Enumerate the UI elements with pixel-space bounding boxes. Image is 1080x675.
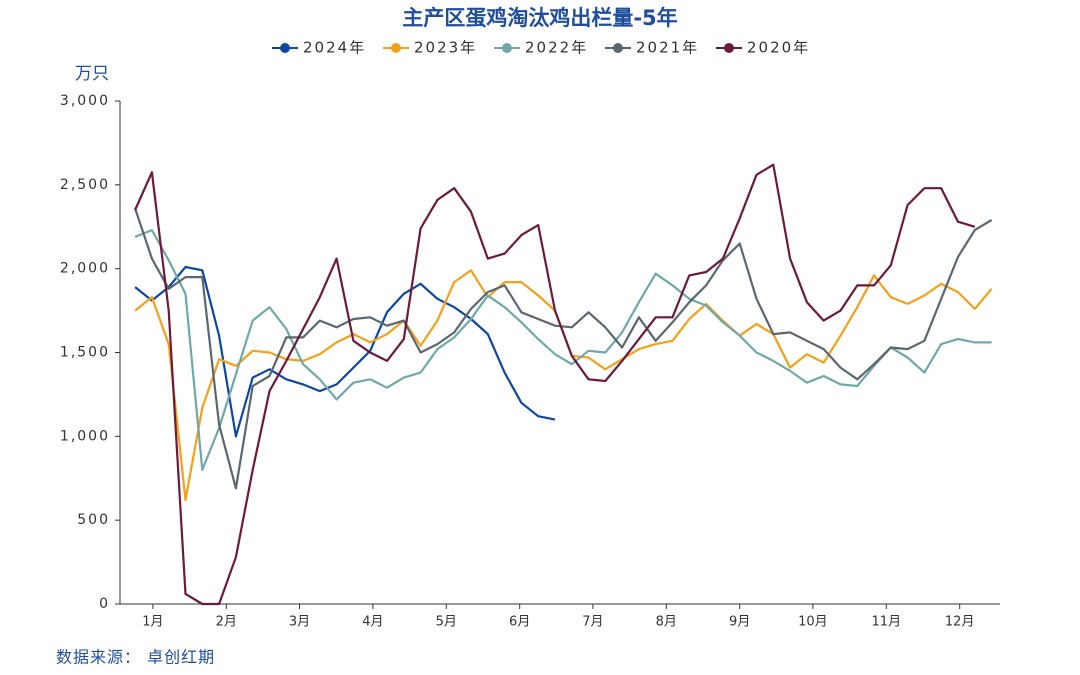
x-tick-label: 9月 <box>729 615 750 630</box>
y-tick-label: 2,500 <box>60 177 110 193</box>
legend-label: 2023年 <box>414 39 477 57</box>
x-tick-label: 10月 <box>798 615 828 630</box>
series-line <box>134 163 976 606</box>
legend-marker <box>724 43 734 53</box>
y-tick-label: 3,000 <box>60 93 110 109</box>
legend-marker <box>502 43 512 53</box>
chart-title: 主产区蛋鸡淘汰鸡出栏量-5年 <box>402 6 677 30</box>
legend-label: 2024年 <box>303 39 366 57</box>
legend-marker <box>280 43 290 53</box>
series-line <box>134 265 556 438</box>
x-tick-label: 7月 <box>582 615 603 630</box>
series-line <box>134 207 993 490</box>
y-tick-label: 0 <box>99 596 110 612</box>
y-tick-label: 1,500 <box>60 345 110 361</box>
x-tick-label: 4月 <box>362 615 383 630</box>
x-tick-label: 1月 <box>142 615 163 630</box>
y-axis-label: 万只 <box>75 64 109 84</box>
source-note: 数据来源： 卓创红期 <box>56 648 215 667</box>
x-tick-label: 12月 <box>945 615 975 630</box>
x-tick-label: 2月 <box>216 615 237 630</box>
x-tick-label: 3月 <box>289 615 310 630</box>
y-tick-label: 500 <box>77 512 110 528</box>
y-tick-label: 2,000 <box>60 261 110 277</box>
x-tick-label: 6月 <box>509 615 530 630</box>
y-tick-label: 1,000 <box>60 428 110 444</box>
x-tick-label: 11月 <box>872 615 902 630</box>
legend-label: 2022年 <box>525 39 588 57</box>
legend-label: 2020年 <box>747 39 810 57</box>
legend-marker <box>391 43 401 53</box>
x-tick-label: 8月 <box>656 615 677 630</box>
x-tick-label: 5月 <box>436 615 457 630</box>
legend-label: 2021年 <box>636 39 699 57</box>
legend-marker <box>613 43 623 53</box>
series-line <box>134 269 993 502</box>
series-line <box>134 229 992 471</box>
